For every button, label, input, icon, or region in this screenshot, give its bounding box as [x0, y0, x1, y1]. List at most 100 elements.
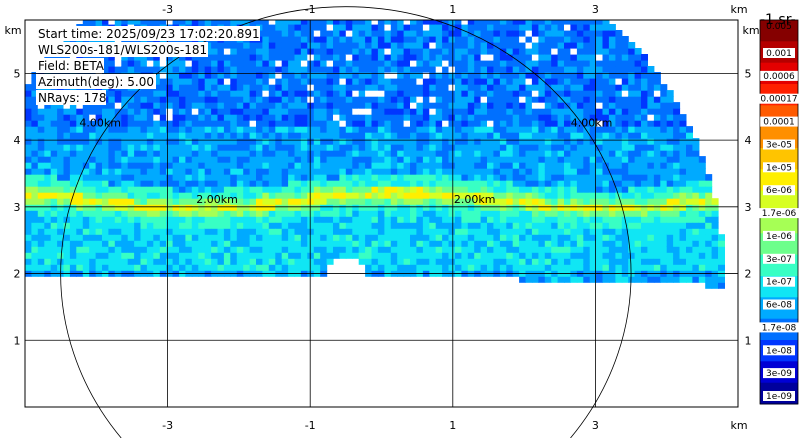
field-cell — [429, 102, 437, 109]
field-cell — [223, 192, 231, 199]
field-cell — [191, 66, 199, 73]
field-cell — [621, 264, 629, 271]
field-cell — [69, 174, 77, 181]
field-cell — [705, 258, 713, 265]
field-cell — [557, 66, 565, 73]
field-cell — [365, 156, 373, 163]
field-cell — [403, 180, 411, 187]
field-cell — [50, 192, 58, 199]
field-cell — [25, 96, 32, 103]
field-cell — [281, 156, 289, 163]
field-cell — [358, 198, 366, 205]
field-cell — [25, 204, 32, 211]
field-cell — [679, 198, 687, 205]
field-cell — [333, 78, 340, 85]
field-cell — [673, 246, 681, 253]
field-cell — [390, 72, 398, 79]
field-cell — [307, 36, 315, 43]
field-cell — [653, 240, 661, 247]
field-cell — [641, 246, 648, 253]
field-cell — [403, 24, 411, 31]
field-cell — [377, 174, 385, 181]
field-cell — [634, 60, 642, 67]
field-cell — [480, 108, 488, 115]
field-cell — [487, 186, 494, 193]
field-cell — [82, 156, 90, 163]
field-cell — [69, 246, 77, 253]
field-cell — [294, 108, 302, 115]
field-cell — [179, 120, 186, 127]
field-cell — [454, 246, 462, 253]
field-cell — [295, 12, 302, 19]
field-cell — [493, 48, 501, 55]
field-cell — [313, 114, 321, 121]
field-cell — [519, 66, 527, 73]
field-cell — [358, 24, 366, 31]
field-cell — [531, 114, 539, 121]
field-cell — [589, 180, 597, 187]
field-cell — [647, 168, 655, 175]
field-cell — [358, 96, 366, 103]
field-cell — [345, 186, 353, 193]
field-cell — [615, 264, 623, 271]
field-cell — [166, 186, 174, 193]
field-cell — [249, 222, 257, 229]
field-cell — [37, 180, 45, 187]
field-cell — [448, 114, 456, 121]
field-cell — [544, 276, 552, 283]
field-cell — [390, 192, 398, 199]
field-cell — [448, 210, 456, 217]
field-cell — [249, 138, 257, 145]
field-cell — [211, 258, 219, 265]
field-cell — [596, 66, 604, 73]
field-cell — [82, 144, 90, 151]
field-cell — [461, 144, 469, 151]
field-cell — [185, 90, 193, 97]
field-cell — [564, 12, 571, 19]
field-cell — [211, 186, 219, 193]
field-cell — [653, 114, 661, 121]
field-cell — [525, 162, 533, 169]
field-cell — [538, 150, 546, 157]
field-cell — [474, 120, 482, 127]
field-cell — [121, 210, 129, 217]
field-cell — [410, 174, 417, 181]
field-cell — [673, 222, 681, 229]
field-cell — [121, 234, 129, 241]
field-cell — [410, 42, 417, 49]
field-cell — [326, 90, 334, 97]
field-cell — [506, 96, 514, 103]
field-cell — [358, 162, 366, 169]
field-cell — [666, 126, 674, 133]
field-text: Field: BETA — [38, 59, 105, 73]
field-cell — [275, 258, 283, 265]
field-cell — [403, 20, 411, 25]
field-cell — [531, 150, 539, 157]
field-cell — [589, 30, 597, 37]
field-cell — [166, 72, 174, 79]
field-cell — [294, 102, 302, 109]
field-cell — [57, 174, 65, 181]
field-cell — [159, 150, 167, 157]
field-cell — [339, 144, 347, 151]
field-cell — [480, 210, 488, 217]
field-cell — [134, 102, 142, 109]
field-cell — [410, 90, 417, 97]
field-cell — [37, 132, 45, 139]
field-cell — [512, 20, 520, 25]
field-cell — [384, 60, 392, 67]
field-cell — [339, 24, 347, 31]
field-cell — [345, 246, 353, 253]
field-cell — [76, 138, 84, 145]
field-cell — [435, 108, 443, 115]
field-cell — [454, 114, 462, 121]
field-cell — [339, 78, 347, 85]
field-cell — [333, 132, 340, 139]
field-cell — [140, 132, 148, 139]
field-cell — [461, 228, 469, 235]
field-cell — [50, 180, 58, 187]
field-cell — [531, 108, 539, 115]
field-cell — [589, 60, 597, 67]
field-cell — [467, 180, 475, 187]
field-cell — [531, 276, 539, 283]
